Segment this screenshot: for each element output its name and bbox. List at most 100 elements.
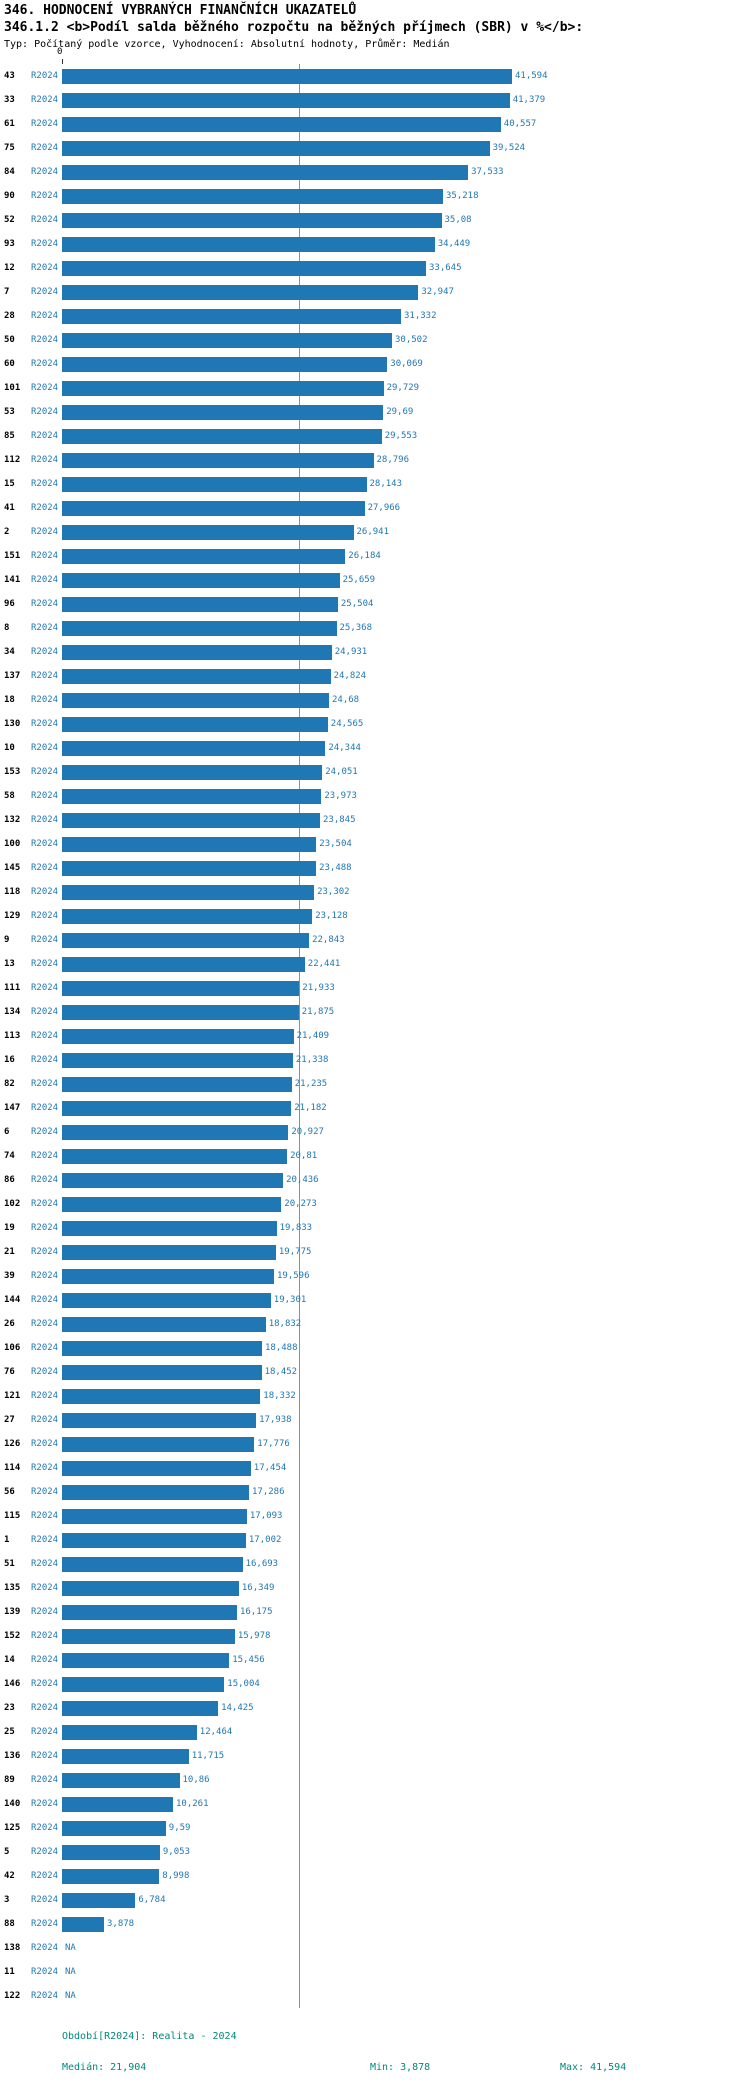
bar-value-label: 17,286 [252, 1487, 285, 1497]
row-period: R2024 [31, 719, 59, 729]
row-plot: 21,182 [62, 1100, 750, 1116]
bar [62, 1004, 299, 1020]
bar [62, 1652, 230, 1668]
row-category: 141 [4, 575, 21, 585]
row-plot: 15,456 [62, 1652, 750, 1668]
row-plot: 18,452 [62, 1364, 750, 1380]
bar [62, 140, 490, 156]
bar-row: 21 R2024 19,775 [0, 1240, 750, 1264]
row-plot: 19,775 [62, 1244, 750, 1260]
bar-value-label: 24,344 [328, 743, 361, 753]
bar-value-label: NA [65, 1943, 76, 1953]
row-category: 147 [4, 1103, 21, 1113]
row-period: R2024 [31, 479, 59, 489]
bar-value-label: 23,504 [319, 839, 352, 849]
row-category: 111 [4, 983, 21, 993]
bar [62, 1508, 247, 1524]
bar-row: 53 R2024 29,69 [0, 400, 750, 424]
row-plot: 30,502 [62, 332, 750, 348]
row-period: R2024 [31, 1679, 59, 1689]
bar-row: 27 R2024 17,938 [0, 1408, 750, 1432]
bar-value-label: 40,557 [503, 119, 537, 129]
row-period: R2024 [31, 1943, 59, 1953]
bar-value-label: 23,302 [317, 887, 350, 897]
bar-row: 135 R2024 16,349 [0, 1576, 750, 1600]
bar-row: 42 R2024 8,998 [0, 1864, 750, 1888]
bar-row: 18 R2024 24,68 [0, 688, 750, 712]
bar [62, 452, 374, 468]
bar [62, 956, 305, 972]
row-category: 93 [4, 239, 15, 249]
bar-value-label: 17,938 [259, 1415, 292, 1425]
bar-value-label: 25,504 [340, 599, 374, 609]
row-period: R2024 [31, 1271, 59, 1281]
bar-row: 14 R2024 15,456 [0, 1648, 750, 1672]
row-plot: 9,59 [62, 1820, 750, 1836]
row-category: 153 [4, 767, 21, 777]
row-plot: 11,715 [62, 1748, 750, 1764]
row-plot: 31,332 [62, 308, 750, 324]
bar-value-label: 23,845 [323, 815, 356, 825]
row-category: 13 [4, 959, 15, 969]
bar-value-label: 16,175 [240, 1607, 273, 1617]
axis-zero-tick [62, 59, 63, 64]
bar-value-label: 24,051 [325, 767, 358, 777]
row-plot: 8,998 [62, 1868, 750, 1884]
row-plot: 16,175 [62, 1604, 750, 1620]
bar-value-label: 30,069 [390, 359, 423, 369]
row-plot: 27,966 [62, 500, 750, 516]
row-plot: 24,931 [62, 644, 750, 660]
bar-row: 111 R2024 21,933 [0, 976, 750, 1000]
bar-value-label: 31,332 [404, 311, 437, 321]
footer-max: Max: 41,594 [560, 2062, 627, 2073]
row-period: R2024 [31, 1415, 59, 1425]
row-category: 5 [4, 1847, 10, 1857]
bar-value-label: 10,261 [176, 1799, 209, 1809]
bar-value-label: 11,715 [191, 1751, 225, 1761]
bar [62, 740, 326, 756]
bar-value-label: 8,998 [162, 1871, 190, 1881]
bar-row: 139 R2024 16,175 [0, 1600, 750, 1624]
bar-value-label: 23,488 [319, 863, 352, 873]
bar-row: 34 R2024 24,931 [0, 640, 750, 664]
row-category: 122 [4, 1991, 21, 2001]
row-plot: 28,143 [62, 476, 750, 492]
bar-value-label: 35,08 [444, 215, 472, 225]
row-plot: 17,454 [62, 1460, 750, 1476]
row-plot: 25,504 [62, 596, 750, 612]
row-plot: 16,693 [62, 1556, 750, 1572]
row-category: 58 [4, 791, 15, 801]
row-plot: 21,409 [62, 1028, 750, 1044]
bar-value-label: 18,452 [264, 1367, 298, 1377]
bar-row: 93 R2024 34,449 [0, 232, 750, 256]
bar-value-label: 23,973 [324, 791, 357, 801]
row-period: R2024 [31, 863, 59, 873]
indicator-meta: Typ: Počítaný podle vzorce, Vyhodnocení:… [4, 39, 450, 50]
row-category: 11 [4, 1967, 15, 1977]
row-period: R2024 [31, 1559, 59, 1569]
row-category: 39 [4, 1271, 15, 1281]
row-period: R2024 [31, 791, 59, 801]
row-category: 145 [4, 863, 21, 873]
row-category: 18 [4, 695, 15, 705]
row-period: R2024 [31, 431, 59, 441]
row-plot: 21,933 [62, 980, 750, 996]
bar-row: 152 R2024 15,978 [0, 1624, 750, 1648]
bar-value-label: 10,86 [182, 1775, 210, 1785]
row-period: R2024 [31, 647, 59, 657]
bar-row: 86 R2024 20,436 [0, 1168, 750, 1192]
row-plot: NA [62, 1967, 750, 1977]
row-category: 89 [4, 1775, 15, 1785]
row-period: R2024 [31, 1319, 59, 1329]
bar-value-label: 16,693 [245, 1559, 279, 1569]
bar-row: 2 R2024 26,941 [0, 520, 750, 544]
median-line [299, 64, 300, 2008]
row-period: R2024 [31, 1439, 59, 1449]
row-period: R2024 [31, 503, 59, 513]
bar [62, 692, 329, 708]
bar-value-label: 21,933 [302, 983, 335, 993]
row-category: 25 [4, 1727, 15, 1737]
bar-value-label: 22,843 [312, 935, 345, 945]
row-period: R2024 [31, 1223, 59, 1233]
row-period: R2024 [31, 959, 59, 969]
